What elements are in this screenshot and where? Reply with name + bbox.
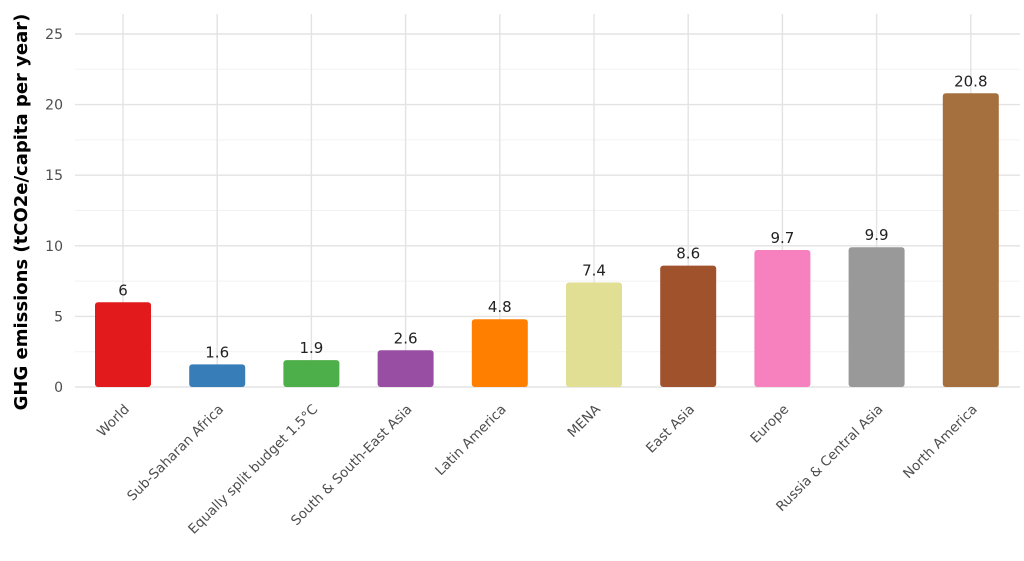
bar	[95, 302, 151, 387]
y-tick-label: 5	[54, 309, 63, 325]
data-label: 1.6	[205, 343, 229, 361]
x-tick-label: World	[94, 402, 133, 441]
bar	[283, 360, 340, 387]
x-tick-label: Russia & Central Asia	[773, 402, 886, 515]
bar	[566, 282, 622, 387]
y-tick-label: 15	[45, 168, 63, 184]
data-labels: 6 1.6 1.9 2.6 4.8 7.4 8.6 9.7 9.9 20.8	[118, 72, 987, 361]
x-tick-label: Latin America	[432, 402, 509, 479]
data-label: 9.7	[770, 229, 794, 247]
y-axis-title: GHG emissions (tCO2e/capita per year)	[11, 14, 32, 411]
data-label: 4.8	[488, 298, 512, 316]
y-tick-label: 10	[45, 239, 63, 255]
y-axis-ticks: 0 5 10 15 20 25	[45, 27, 63, 396]
x-tick-label: North America	[900, 402, 980, 482]
data-label: 7.4	[582, 262, 606, 280]
data-label: 6	[118, 281, 128, 299]
bar	[660, 265, 717, 387]
bar	[471, 319, 528, 387]
y-tick-label: 20	[45, 98, 63, 114]
bar	[377, 350, 434, 387]
y-tick-label: 0	[54, 380, 63, 396]
bar	[754, 250, 811, 387]
data-label: 8.6	[676, 245, 700, 263]
x-tick-label: Europe	[747, 402, 792, 447]
bar	[189, 364, 246, 387]
bar	[942, 93, 999, 387]
x-tick-label: Sub-Saharan Africa	[124, 402, 227, 505]
bar	[848, 247, 905, 387]
data-label: 20.8	[954, 72, 987, 90]
x-tick-label: East Asia	[643, 402, 698, 457]
data-label: 9.9	[865, 226, 889, 244]
data-label: 2.6	[394, 329, 418, 347]
x-tick-label: MENA	[565, 401, 605, 441]
data-label: 1.9	[299, 339, 323, 357]
y-tick-label: 25	[45, 27, 63, 43]
bars	[95, 93, 999, 387]
